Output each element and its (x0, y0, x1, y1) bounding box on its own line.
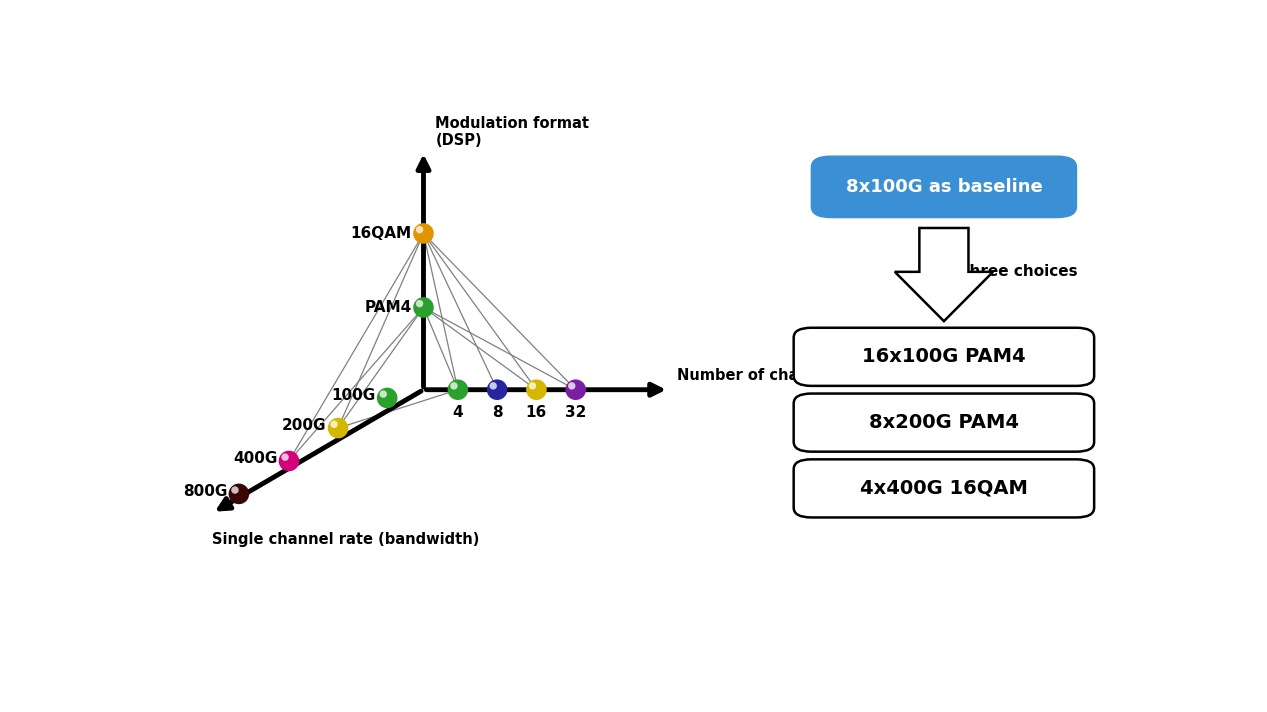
Point (483, 380, 503, 392)
Text: 400G: 400G (233, 451, 277, 466)
Text: 800G: 800G (182, 483, 227, 498)
Point (487, 384, 507, 395)
FancyBboxPatch shape (793, 459, 1095, 518)
Text: Three choices: Three choices (959, 264, 1077, 279)
Point (328, 422, 348, 434)
Text: 8x200G PAM4: 8x200G PAM4 (869, 413, 1019, 432)
Point (324, 419, 345, 430)
Text: Modulation format
(DSP): Modulation format (DSP) (436, 116, 589, 149)
Point (526, 384, 546, 395)
Point (413, 228, 433, 239)
Point (522, 380, 542, 392)
FancyBboxPatch shape (793, 328, 1095, 386)
Point (275, 451, 295, 463)
Text: 32: 32 (565, 405, 587, 420)
Text: 8x100G as baseline: 8x100G as baseline (845, 178, 1043, 196)
Text: 16QAM: 16QAM (351, 226, 412, 241)
Point (443, 380, 464, 392)
Text: 16: 16 (526, 405, 547, 420)
Polygon shape (895, 228, 993, 321)
Text: 8: 8 (492, 405, 503, 420)
Text: 100G: 100G (331, 388, 375, 403)
Point (413, 302, 433, 313)
Text: 4x400G 16QAM: 4x400G 16QAM (860, 479, 1028, 498)
Point (447, 384, 468, 395)
Point (565, 384, 585, 395)
Point (279, 455, 299, 466)
FancyBboxPatch shape (811, 156, 1077, 218)
Point (224, 484, 245, 496)
Text: PAM4: PAM4 (365, 300, 412, 315)
Point (561, 380, 582, 392)
Text: 16x100G PAM4: 16x100G PAM4 (862, 347, 1026, 366)
Point (378, 392, 398, 404)
FancyBboxPatch shape (793, 394, 1095, 451)
Point (409, 224, 430, 236)
Point (229, 488, 250, 500)
Text: Single channel rate (bandwidth): Single channel rate (bandwidth) (213, 533, 480, 548)
Text: 4: 4 (452, 405, 464, 420)
Text: 200G: 200G (281, 418, 327, 433)
Point (372, 389, 393, 400)
Text: Number of channels: Number of channels (677, 368, 843, 383)
Point (409, 298, 430, 309)
